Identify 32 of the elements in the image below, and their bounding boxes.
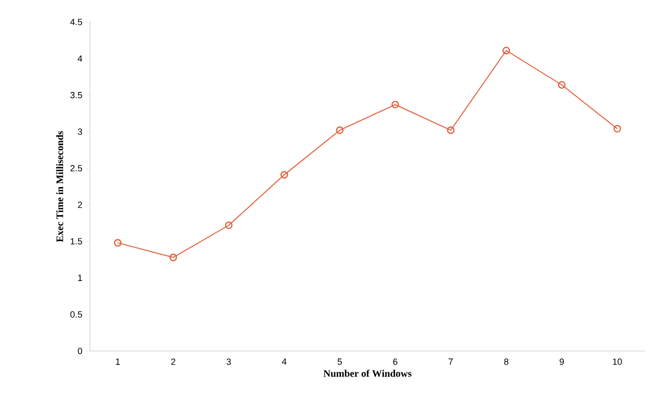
y-tick-label: 1 [78, 274, 82, 281]
point [391, 100, 400, 108]
point [446, 126, 455, 134]
y-tick-label: 0.5 [70, 311, 82, 318]
y-tick-label: 4 [78, 55, 82, 62]
x-tick-label: 1 [116, 358, 120, 365]
point [280, 171, 288, 179]
y-tick-label: 3.5 [70, 92, 82, 98]
x-axis-title: Number of Windows [324, 370, 412, 377]
point [224, 221, 233, 230]
x-tick-label: 6 [393, 358, 398, 365]
x-tick-label: 7 [448, 358, 453, 365]
y-tick-label: 4.5 [70, 18, 82, 26]
y-tick-label: 1.5 [70, 238, 82, 244]
point [613, 124, 622, 133]
x-tick-label: 4 [282, 358, 286, 365]
x-tick-label: 3 [226, 358, 231, 365]
x-tick-label: 2 [171, 358, 176, 365]
point [336, 126, 344, 134]
x-tick-label: 9 [560, 358, 564, 365]
point [558, 81, 566, 89]
y-axis-title: Exec Time in Milliseconds [56, 131, 64, 242]
x-tick-label: 10 [612, 358, 622, 365]
y-tick-label: 2.5 [70, 165, 82, 172]
y-tick-label: 3 [78, 128, 82, 135]
y-tick-label: 2 [78, 202, 82, 208]
x-tick-label: 8 [504, 358, 508, 365]
point [502, 46, 510, 54]
x-tick-label: 5 [338, 358, 342, 365]
point [114, 239, 122, 247]
y-tick-label: 0 [78, 348, 82, 354]
point [169, 254, 178, 262]
